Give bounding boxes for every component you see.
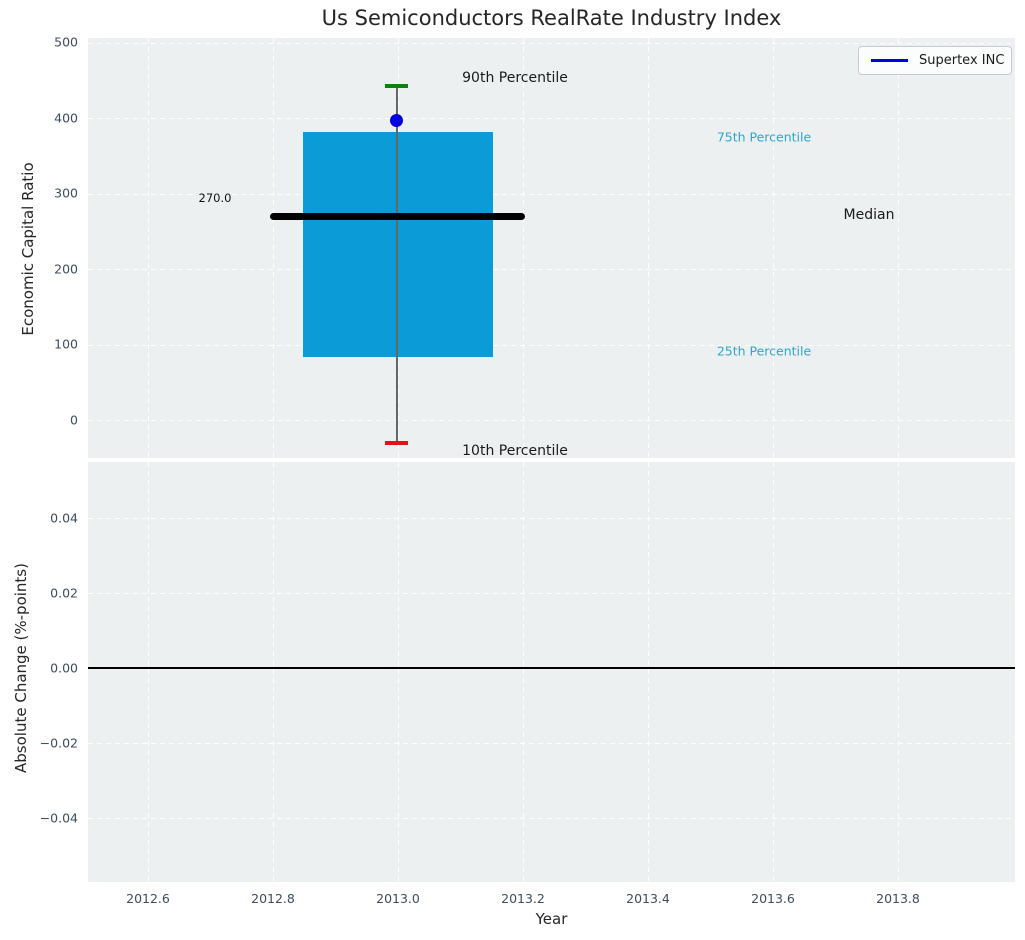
median-label: Median: [843, 207, 895, 223]
whisker-line: [396, 85, 398, 444]
p25-label: 25th Percentile: [716, 343, 812, 359]
gridline-h: [88, 42, 1015, 44]
y-tick-label: 0.04: [50, 510, 78, 526]
chart-title: Us Semiconductors RealRate Industry Inde…: [321, 6, 782, 30]
y-tick-label: −0.04: [39, 810, 78, 826]
supertex-marker: [390, 114, 403, 127]
y-tick-label: −0.02: [39, 735, 78, 751]
gridline-v: [273, 462, 275, 882]
x-tick-label: 2013.2: [501, 891, 545, 906]
p10-whisker-cap: [385, 441, 408, 445]
p75-label: 75th Percentile: [716, 129, 812, 145]
median-line: [270, 212, 525, 220]
x-tick-label: 2012.8: [251, 891, 295, 906]
x-axis-title: Year: [535, 910, 568, 928]
top-panel: 90th Percentile 75th Percentile 270.0 Me…: [88, 38, 1015, 458]
gridline-v: [148, 462, 150, 882]
x-tick-label: 2013.6: [751, 891, 795, 906]
y-tick-label: 500: [54, 34, 78, 50]
gridline-v: [773, 38, 775, 458]
p90-whisker-cap: [385, 84, 408, 88]
y-tick-label: 0.02: [50, 585, 78, 601]
gridline-v: [273, 38, 275, 458]
gridline-h: [88, 118, 1015, 120]
y-tick-label: 100: [54, 336, 78, 352]
gridline-v: [148, 38, 150, 458]
gridline-h: [88, 818, 1015, 820]
y-tick-label: 0: [70, 412, 78, 428]
gridline-h: [88, 518, 1015, 520]
legend-label: Supertex INC: [919, 53, 1005, 68]
gridline-h: [88, 344, 1015, 346]
gridline-v: [648, 38, 650, 458]
bottom-panel: [88, 462, 1015, 882]
y-tick-label: 300: [54, 185, 78, 201]
zero-line: [88, 667, 1015, 669]
gridline-h: [88, 743, 1015, 745]
gridline-h: [88, 269, 1015, 271]
gridline-h: [88, 420, 1015, 422]
x-tick-label: 2013.0: [376, 891, 420, 906]
legend-line-sample: [871, 59, 908, 62]
x-tick-label: 2012.6: [126, 891, 170, 906]
gridline-h: [88, 193, 1015, 195]
gridline-v: [523, 38, 525, 458]
y-tick-label: 200: [54, 261, 78, 277]
gridline-v: [523, 462, 525, 882]
p10-label: 10th Percentile: [462, 443, 568, 458]
gridline-v: [898, 38, 900, 458]
gridline-h: [88, 593, 1015, 595]
p90-label: 90th Percentile: [462, 70, 568, 86]
y-tick-label: 0.00: [50, 660, 78, 676]
gridline-v: [898, 462, 900, 882]
legend: Supertex INC: [858, 46, 1012, 75]
median-value-label: 270.0: [198, 191, 232, 205]
iqr-box: [303, 132, 493, 357]
y-tick-label: 400: [54, 110, 78, 126]
gridline-v: [398, 462, 400, 882]
gridline-v: [773, 462, 775, 882]
x-tick-label: 2013.4: [626, 891, 670, 906]
gridline-v: [648, 462, 650, 882]
x-tick-label: 2013.8: [876, 891, 920, 906]
